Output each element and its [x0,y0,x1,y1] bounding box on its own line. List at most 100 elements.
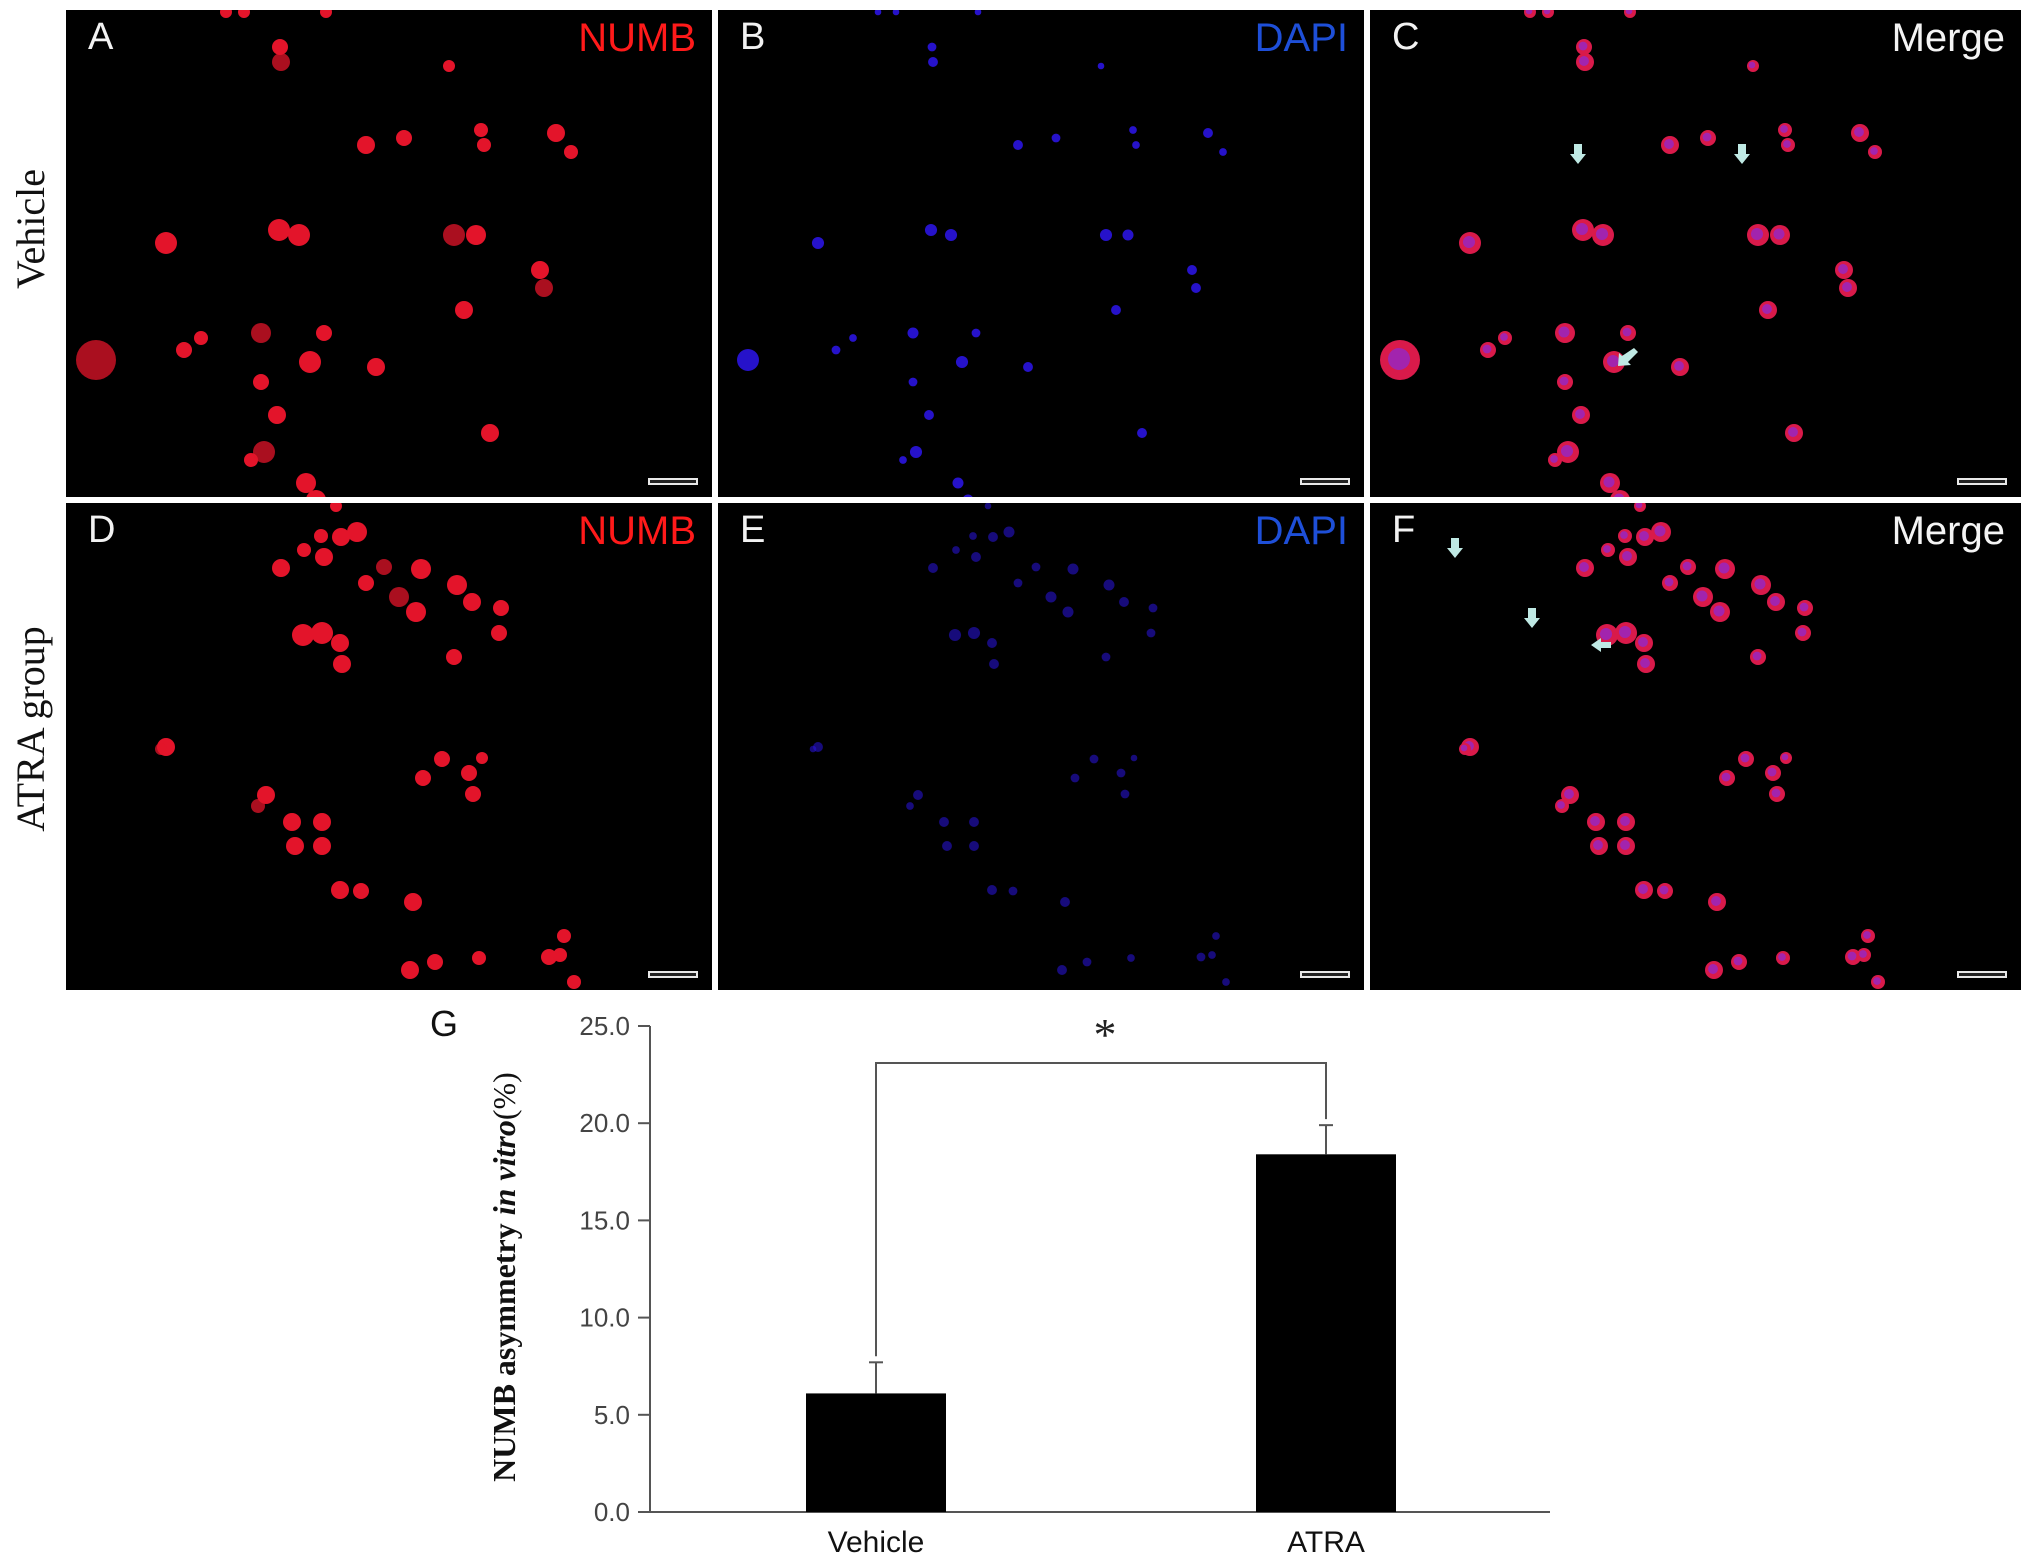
cell [1558,326,1570,338]
cell [1101,652,1111,662]
cell [899,456,907,464]
cell [928,57,938,67]
cell [1718,562,1730,574]
cell [297,543,311,557]
cell [268,219,290,241]
cell [955,355,969,369]
cell [928,563,938,573]
panel-stain-title: Merge [1891,509,2005,553]
cell [1099,228,1113,242]
y-tick-label: 20.0 [579,1108,630,1138]
cell [547,124,565,142]
cell [1702,132,1712,142]
merge-cell-field [1447,503,1885,989]
panel-stain-title: NUMB [578,16,696,60]
cell [811,236,825,250]
cell [1770,596,1780,606]
cell [296,473,316,493]
arrow-marker-icon [1591,638,1611,652]
cell [1620,816,1630,826]
cell [1127,954,1135,962]
cell [1119,597,1129,607]
x-tick-label: Vehicle [828,1526,925,1559]
cell [314,529,328,543]
cell [564,145,578,159]
panel-letter: F [1392,509,1416,551]
panel-stain-title: DAPI [1254,509,1348,553]
cell [1620,531,1628,539]
cell [1060,897,1070,907]
cell [401,961,419,979]
cell [1664,139,1674,149]
panel-letter: B [740,16,766,58]
cell [1564,789,1574,799]
cell [1057,965,1067,975]
cell [1754,578,1766,590]
cell [1599,627,1613,641]
cell [389,587,409,607]
cell [944,228,958,242]
cell [1031,562,1041,572]
cell [952,546,960,554]
cell [1196,952,1206,962]
merge-cell-field [1380,10,1882,497]
cell [1082,957,1092,967]
cell [1613,493,1625,497]
cell [1122,229,1134,241]
cell [1560,444,1574,458]
cell [1013,140,1023,150]
scale-bar [1300,478,1350,485]
dapi-cell-field [737,10,1227,497]
cell [1575,409,1585,419]
cell [292,624,314,646]
panel-letter: A [88,16,114,58]
cell [1873,977,1881,985]
cell [1111,305,1121,315]
cell [1625,10,1633,15]
cell [987,638,997,648]
cell [1859,950,1867,958]
cell [1622,327,1632,337]
bar-chart: 0.0 5.0 10.0 15.0 20.0 25.0 Vehicle ATRA * NUMB a… [486,1009,1550,1559]
cell [491,625,507,641]
cell [1603,545,1611,553]
cell [257,786,275,804]
cell [311,622,333,644]
cell [253,374,269,390]
panel-letter: C [1392,16,1420,58]
panel-a: A NUMB [66,10,712,497]
numb-cell-field [155,503,581,989]
cell [331,634,349,652]
cell [1120,789,1130,799]
cell [913,790,923,800]
cell [927,42,937,52]
cell [1767,767,1777,777]
arrow-marker-icon [1734,144,1750,164]
cell [1212,932,1220,940]
cell [1733,956,1743,966]
cell [1388,348,1410,370]
cell [446,649,462,665]
cell [1870,147,1878,155]
cell [1146,628,1156,638]
cell [1525,10,1533,15]
cell [1067,563,1079,575]
cell [1781,753,1789,761]
y-tick-label: 0.0 [594,1497,630,1527]
cell [1838,264,1848,274]
cell [315,548,333,566]
bar [806,1393,946,1512]
cell [952,477,964,489]
cell [1579,56,1589,66]
cell [874,10,882,16]
cell [969,532,977,540]
y-tick-label: 10.0 [579,1303,630,1333]
cell [1129,126,1137,134]
cell [1191,283,1201,293]
cell [553,948,567,962]
cell [466,225,486,245]
cell [357,136,375,154]
cell [984,503,992,510]
cell [989,659,999,669]
cell [849,334,857,342]
